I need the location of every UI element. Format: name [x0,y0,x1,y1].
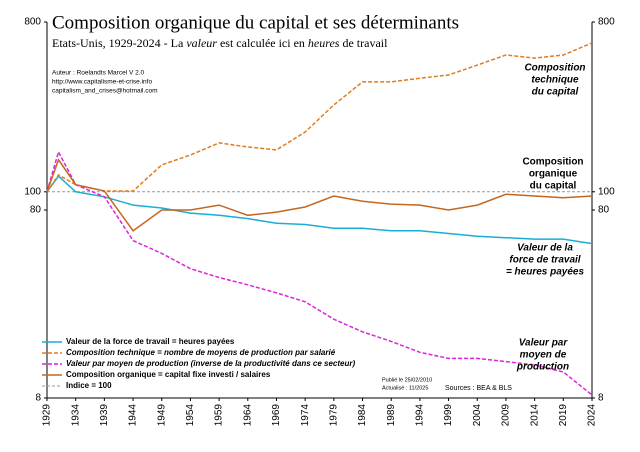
annotation: Valeur de la [517,243,573,254]
subtitle-part: est calculée ici en [217,36,308,50]
x-tick-label: 1999 [443,404,454,427]
y2-tick-label: 800 [598,17,615,28]
x-tick-label: 1979 [328,404,339,427]
chart-title: Composition organique du capital et ses … [52,12,459,33]
author-note: http://www.capitalisme-et-crise.info [52,79,152,86]
x-tick-label: 2009 [501,404,512,427]
x-tick-label: 2024 [587,404,598,427]
y-tick-label: 100 [24,186,41,197]
legend-label: Indice = 100 [66,381,112,390]
y-tick-label: 800 [24,17,41,28]
subtitle-part: valeur [186,36,217,50]
x-tick-label: 1984 [357,404,368,427]
annotation: force de travail [509,255,580,266]
x-tick-label: 1969 [271,404,282,427]
sources-note: Sources : BEA & BLS [445,385,512,392]
annotation: du capital [530,181,577,192]
legend-label: Composition technique = nombre de moyens… [66,348,336,357]
y2-tick-label: 8 [598,393,604,404]
y2-tick-label: 80 [598,205,610,216]
series-line [46,158,593,232]
x-tick-label: 1974 [300,404,311,427]
x-tick-label: 2014 [529,404,540,427]
x-tick-label: 1944 [128,404,139,427]
annotation: Valeur par [519,338,569,349]
annotation: Composition [522,157,583,168]
x-tick-label: 2019 [558,404,569,427]
y2-tick-label: 100 [598,186,615,197]
y-tick-label: 8 [35,393,41,404]
legend-label: Valeur par moyen de production (inverse … [66,359,355,368]
x-tick-label: 1939 [99,404,110,427]
x-tick-label: 1989 [386,404,397,427]
x-tick-label: 1929 [42,404,53,427]
annotation: production [516,362,569,373]
y-tick-label: 80 [30,205,42,216]
publication-note: Actualisé : 11/2025 [382,385,428,391]
author-note: capitalism_and_crises@hotmail.com [52,88,158,95]
subtitle-part: Etats-Unis, 1929-2024 - La [52,36,186,50]
x-tick-label: 1964 [242,404,253,427]
x-tick-label: 1949 [156,404,167,427]
x-tick-label: 1934 [70,404,81,427]
annotation: = heures payées [506,267,585,278]
series-line [46,175,593,245]
legend-label: Valeur de la force de travail = heures p… [66,337,235,346]
annotation: technique [531,75,579,86]
annotation: moyen de [520,350,567,361]
x-tick-label: 1954 [185,404,196,427]
legend-label: Composition organique = capital fixe inv… [66,370,271,379]
author-note: Auteur : Roelandts Marcel V 2.0 [52,70,145,77]
subtitle-part: de travail [339,36,388,50]
series-line [46,42,593,193]
x-tick-label: 1994 [415,404,426,427]
x-tick-label: 2004 [472,404,483,427]
publication-note: Publié le 25/02/2010 [382,377,432,383]
subtitle-part: heures [308,36,340,50]
annotation: organique [529,169,578,180]
series-line [46,149,593,396]
x-tick-label: 1959 [214,404,225,427]
annotation: Composition [524,63,585,74]
chart-subtitle: Etats-Unis, 1929-2024 - La valeur est ca… [52,36,388,50]
annotation: du capital [532,87,579,98]
